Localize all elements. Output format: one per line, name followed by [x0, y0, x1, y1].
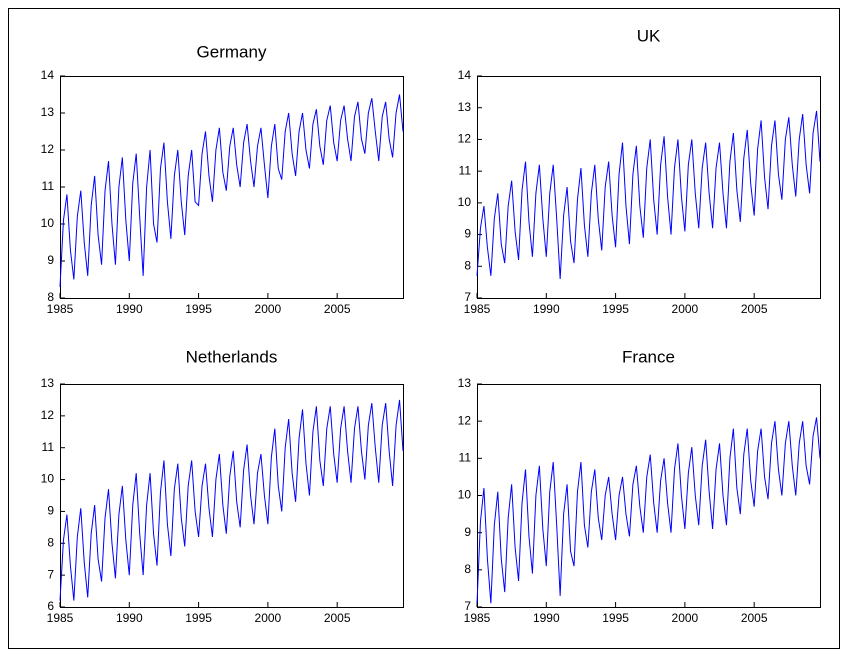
chart-title: France	[622, 347, 675, 366]
x-tick-label: 1985	[47, 302, 74, 316]
y-tick-label: 8	[464, 258, 471, 272]
x-tick-label: 1990	[533, 302, 560, 316]
series-line	[476, 110, 821, 279]
x-tick-label: 2000	[255, 302, 282, 316]
x-tick-label: 1985	[464, 611, 491, 625]
y-tick-label: 7	[464, 290, 471, 304]
chart-title: UK	[637, 26, 661, 45]
y-tick-label: 9	[47, 253, 54, 267]
y-tick-label: 8	[47, 290, 54, 304]
x-tick-label: 1995	[185, 302, 212, 316]
y-tick-label: 10	[41, 472, 55, 486]
y-tick-label: 6	[47, 599, 54, 613]
x-tick-label: 1990	[116, 302, 143, 316]
y-tick-label: 12	[458, 132, 472, 146]
x-tick-label: 1985	[47, 611, 74, 625]
frame	[8, 8, 840, 649]
y-tick-label: 10	[41, 216, 55, 230]
x-tick-label: 2000	[672, 302, 699, 316]
y-tick-label: 10	[458, 488, 472, 502]
plot-area	[60, 384, 404, 608]
y-tick-label: 13	[458, 376, 472, 390]
x-tick-label: 1990	[116, 611, 143, 625]
plot-area	[477, 76, 821, 299]
x-tick-label: 1995	[602, 611, 629, 625]
x-tick-label: 2005	[741, 611, 768, 625]
y-tick-label: 9	[464, 227, 471, 241]
y-tick-label: 8	[464, 562, 471, 576]
y-tick-label: 7	[47, 567, 54, 581]
x-tick-label: 1995	[602, 302, 629, 316]
y-tick-label: 11	[42, 179, 55, 193]
y-tick-label: 7	[464, 599, 471, 613]
y-tick-label: 13	[458, 100, 472, 114]
y-tick-label: 11	[459, 451, 472, 465]
y-tick-label: 12	[41, 408, 55, 422]
x-tick-label: 2005	[324, 302, 351, 316]
y-tick-label: 13	[41, 105, 55, 119]
y-tick-label: 11	[42, 440, 55, 454]
y-tick-label: 8	[47, 535, 54, 549]
x-tick-label: 2005	[741, 302, 768, 316]
y-tick-label: 12	[41, 142, 55, 156]
y-tick-label: 11	[459, 163, 472, 177]
y-tick-label: 14	[41, 68, 55, 82]
y-tick-label: 9	[47, 504, 54, 518]
x-tick-label: 1985	[464, 302, 491, 316]
series-line	[59, 399, 404, 601]
chart-title: Netherlands	[186, 347, 278, 366]
plot-area	[60, 76, 404, 299]
x-tick-label: 2005	[324, 611, 351, 625]
x-tick-label: 1990	[533, 611, 560, 625]
chart-title: Germany	[197, 42, 267, 61]
series-line	[476, 417, 821, 604]
x-tick-label: 2000	[672, 611, 699, 625]
plot-area	[477, 384, 821, 608]
y-tick-label: 10	[458, 195, 472, 209]
y-tick-label: 14	[458, 68, 472, 82]
series-line	[59, 94, 404, 287]
x-tick-label: 1995	[185, 611, 212, 625]
y-tick-label: 12	[458, 413, 472, 427]
x-tick-label: 2000	[255, 611, 282, 625]
y-tick-label: 9	[464, 525, 471, 539]
y-tick-label: 13	[41, 376, 55, 390]
